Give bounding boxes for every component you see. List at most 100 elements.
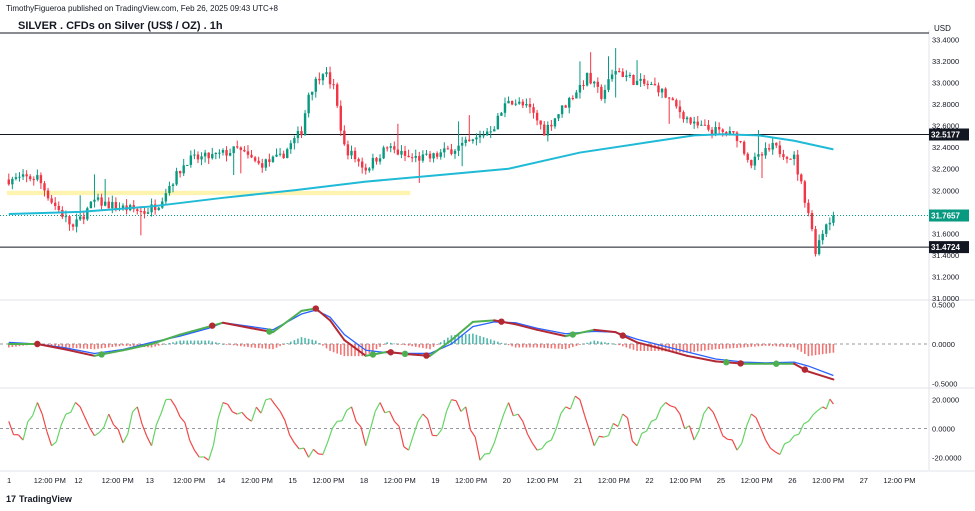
- candle[interactable]: [471, 138, 475, 144]
- candle[interactable]: [521, 99, 525, 109]
- candle[interactable]: [268, 153, 271, 167]
- candle[interactable]: [39, 172, 43, 190]
- candle[interactable]: [111, 195, 114, 214]
- candle[interactable]: [578, 61, 582, 99]
- candle[interactable]: [71, 223, 75, 231]
- candle[interactable]: [753, 152, 757, 170]
- candle[interactable]: [200, 152, 203, 166]
- candle[interactable]: [807, 199, 810, 217]
- candle[interactable]: [675, 98, 678, 109]
- candle[interactable]: [493, 126, 496, 132]
- candle[interactable]: [403, 145, 407, 162]
- candle[interactable]: [771, 138, 774, 155]
- candle[interactable]: [300, 126, 303, 139]
- candle[interactable]: [93, 174, 96, 208]
- macd-cross-dot[interactable]: [369, 351, 377, 358]
- candle[interactable]: [475, 133, 478, 146]
- candle[interactable]: [428, 150, 432, 163]
- candle[interactable]: [82, 212, 85, 225]
- candle[interactable]: [303, 110, 307, 136]
- candle[interactable]: [368, 167, 371, 173]
- candle[interactable]: [460, 136, 464, 167]
- macd-cross-dot[interactable]: [34, 340, 41, 348]
- candle[interactable]: [253, 155, 257, 163]
- candle[interactable]: [246, 145, 250, 159]
- candle[interactable]: [575, 89, 578, 99]
- candle[interactable]: [782, 149, 785, 161]
- candle[interactable]: [543, 120, 546, 136]
- candle[interactable]: [750, 159, 753, 169]
- macd-cross-dot[interactable]: [401, 350, 409, 358]
- candle[interactable]: [717, 122, 721, 134]
- candle[interactable]: [625, 70, 628, 82]
- candle[interactable]: [161, 197, 164, 209]
- candle[interactable]: [410, 153, 414, 163]
- candle[interactable]: [228, 148, 232, 157]
- candle[interactable]: [371, 153, 375, 171]
- candle[interactable]: [610, 69, 614, 82]
- candle[interactable]: [792, 151, 796, 166]
- macd-cross-dot[interactable]: [387, 349, 394, 356]
- candle[interactable]: [482, 130, 485, 139]
- candle[interactable]: [318, 72, 321, 85]
- candle[interactable]: [211, 147, 214, 160]
- candle[interactable]: [832, 211, 835, 226]
- candle[interactable]: [528, 97, 532, 114]
- candle[interactable]: [425, 150, 428, 156]
- candle[interactable]: [825, 223, 828, 238]
- candle[interactable]: [271, 155, 275, 163]
- candle[interactable]: [632, 74, 635, 86]
- candle[interactable]: [96, 193, 100, 202]
- candle[interactable]: [332, 78, 335, 90]
- candle[interactable]: [389, 143, 392, 153]
- candle[interactable]: [357, 157, 360, 167]
- candle[interactable]: [43, 180, 46, 197]
- candle[interactable]: [643, 74, 646, 87]
- candle[interactable]: [507, 96, 510, 104]
- candle[interactable]: [450, 143, 453, 156]
- candle[interactable]: [193, 149, 196, 160]
- candle[interactable]: [250, 150, 253, 159]
- candle[interactable]: [721, 128, 724, 137]
- candle[interactable]: [328, 66, 332, 89]
- candle[interactable]: [218, 149, 221, 159]
- candle[interactable]: [478, 130, 482, 144]
- candle[interactable]: [557, 114, 560, 122]
- candle[interactable]: [203, 149, 207, 163]
- candle[interactable]: [168, 181, 171, 196]
- candle[interactable]: [232, 146, 235, 176]
- candle[interactable]: [257, 156, 260, 165]
- candle[interactable]: [343, 125, 346, 146]
- candle[interactable]: [614, 48, 617, 98]
- candle[interactable]: [821, 230, 824, 245]
- macd-cross-dot[interactable]: [569, 331, 577, 338]
- candle[interactable]: [139, 206, 143, 236]
- candle[interactable]: [153, 199, 157, 215]
- candle[interactable]: [667, 97, 671, 124]
- candle[interactable]: [378, 154, 382, 165]
- macd-cross-dot[interactable]: [498, 318, 505, 325]
- candle[interactable]: [657, 82, 660, 97]
- macd-cross-dot[interactable]: [209, 322, 216, 329]
- candle[interactable]: [278, 148, 282, 157]
- candle[interactable]: [50, 194, 53, 205]
- candle[interactable]: [453, 149, 457, 159]
- candle[interactable]: [350, 145, 353, 160]
- candle[interactable]: [696, 115, 699, 129]
- candle[interactable]: [685, 116, 689, 124]
- candle[interactable]: [682, 110, 685, 123]
- candle[interactable]: [489, 125, 492, 138]
- candle[interactable]: [175, 167, 178, 186]
- candle[interactable]: [207, 152, 210, 164]
- candle[interactable]: [553, 117, 557, 129]
- candle[interactable]: [164, 188, 168, 205]
- candle[interactable]: [157, 206, 160, 211]
- candle[interactable]: [767, 143, 771, 152]
- candle[interactable]: [68, 215, 71, 231]
- macd-cross-dot[interactable]: [619, 332, 626, 339]
- candle[interactable]: [593, 80, 596, 88]
- candle[interactable]: [289, 140, 292, 154]
- candle[interactable]: [653, 77, 657, 86]
- candle[interactable]: [485, 127, 489, 136]
